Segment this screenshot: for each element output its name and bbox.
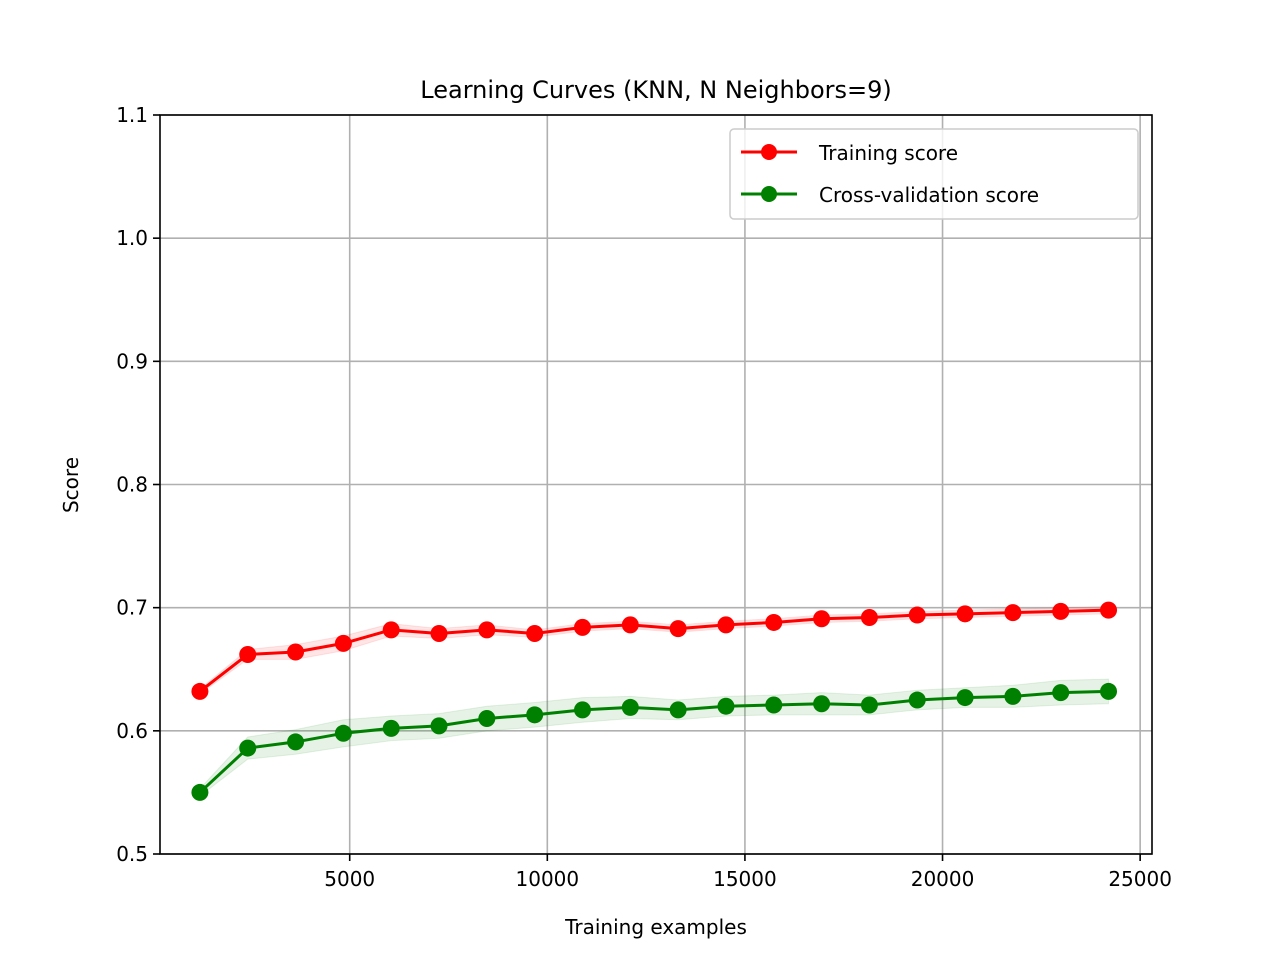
cv-point xyxy=(669,701,687,719)
cv-point xyxy=(956,689,974,707)
x-axis-title: Training examples xyxy=(564,915,747,939)
training-point xyxy=(1100,601,1118,619)
y-axis-ticks: 0.5 0.6 0.7 0.8 0.9 1.0 1.1 xyxy=(116,103,160,866)
training-point xyxy=(1004,604,1022,622)
cv-point xyxy=(287,733,305,751)
training-point xyxy=(573,618,591,636)
cv-point xyxy=(908,691,926,709)
cv-point xyxy=(1100,682,1118,700)
x-axis-ticks: 5000 10000 15000 20000 25000 xyxy=(324,854,1172,891)
cv-point xyxy=(334,724,352,742)
cv-point xyxy=(621,698,639,716)
legend: Training score Cross-validation score xyxy=(729,128,1139,220)
training-point xyxy=(908,606,926,624)
cv-point xyxy=(573,701,591,719)
training-point xyxy=(956,605,974,623)
cv-point xyxy=(813,695,831,713)
cv-std-band xyxy=(199,678,1110,798)
training-point xyxy=(526,625,544,643)
legend-training-label: Training score xyxy=(818,141,958,165)
training-point xyxy=(334,634,352,652)
training-point xyxy=(239,645,257,663)
x-tick-label: 5000 xyxy=(324,867,375,891)
cv-point xyxy=(191,783,209,801)
y-tick-label: 1.1 xyxy=(116,103,148,127)
y-tick-label: 1.0 xyxy=(116,226,148,250)
legend-training-marker xyxy=(761,144,777,160)
legend-cv-marker xyxy=(761,186,777,202)
x-tick-label: 25000 xyxy=(1108,867,1172,891)
y-tick-label: 0.6 xyxy=(116,719,148,743)
cv-point xyxy=(1004,687,1022,705)
cv-point xyxy=(765,696,783,714)
y-tick-label: 0.8 xyxy=(116,473,148,497)
training-point xyxy=(287,643,305,661)
training-point xyxy=(621,616,639,634)
cv-point xyxy=(478,710,496,728)
training-point xyxy=(191,682,209,700)
x-tick-label: 15000 xyxy=(713,867,777,891)
training-point xyxy=(813,610,831,628)
training-point xyxy=(765,613,783,631)
x-tick-label: 20000 xyxy=(911,867,975,891)
training-point xyxy=(382,621,400,639)
series-points xyxy=(191,601,1118,801)
x-tick-label: 10000 xyxy=(516,867,580,891)
cv-point xyxy=(239,739,257,757)
y-tick-label: 0.5 xyxy=(116,842,148,866)
y-axis-title: Score xyxy=(59,457,83,513)
cv-point xyxy=(860,696,878,714)
y-tick-label: 0.7 xyxy=(116,596,148,620)
cv-point xyxy=(1052,684,1070,702)
y-tick-label: 0.9 xyxy=(116,349,148,373)
legend-box xyxy=(729,128,1139,220)
cv-point xyxy=(717,697,735,715)
training-point xyxy=(1052,602,1070,620)
training-point xyxy=(717,616,735,634)
training-point xyxy=(478,621,496,639)
legend-cv-label: Cross-validation score xyxy=(819,183,1039,207)
cv-point xyxy=(526,706,544,724)
chart-title: Learning Curves (KNN, N Neighbors=9) xyxy=(420,76,891,104)
training-point xyxy=(860,609,878,627)
cv-point xyxy=(382,719,400,737)
training-point xyxy=(669,620,687,638)
cv-point xyxy=(430,717,448,735)
training-point xyxy=(430,625,448,643)
